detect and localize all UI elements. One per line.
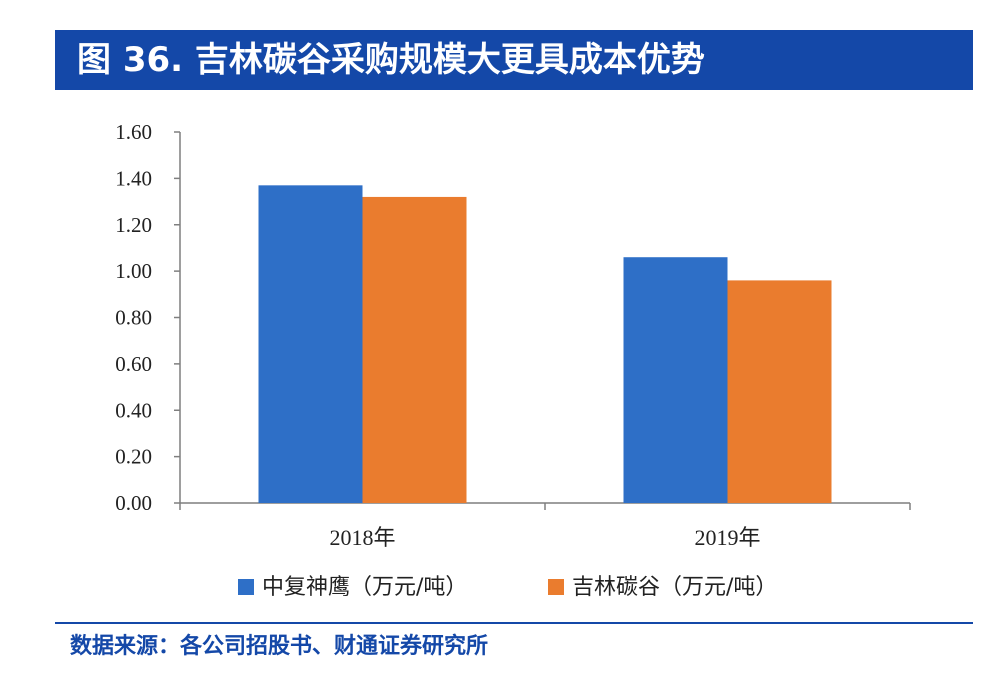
legend-label-series-2: 吉林碳谷（万元/吨） bbox=[572, 575, 778, 600]
legend-item-series-1: 中复神鹰（万元/吨） bbox=[238, 568, 467, 608]
source-note: 数据来源：各公司招股书、财通证券研究所 bbox=[70, 634, 489, 659]
legend-label-series-1: 中复神鹰（万元/吨） bbox=[262, 575, 468, 600]
title-bar: 图 36. 吉林碳谷采购规模大更具成本优势 bbox=[55, 30, 973, 90]
legend-swatch-series-1 bbox=[238, 579, 254, 595]
bar-1-1 bbox=[258, 185, 363, 504]
legend-swatch-series-2 bbox=[548, 579, 564, 595]
y-tick-label: 0.80 bbox=[115, 306, 152, 330]
chart-legend: 中复神鹰（万元/吨） 吉林碳谷（万元/吨） bbox=[0, 568, 1000, 608]
y-tick-label: 1.00 bbox=[115, 259, 152, 283]
bar-2-2 bbox=[727, 280, 832, 503]
y-tick-label: 1.60 bbox=[115, 120, 152, 144]
x-tick-label: 2019年 bbox=[694, 525, 760, 550]
y-tick-label: 0.60 bbox=[115, 352, 152, 376]
bar-1-2 bbox=[623, 257, 728, 503]
y-tick-label: 1.40 bbox=[115, 166, 152, 190]
legend-item-series-2: 吉林碳谷（万元/吨） bbox=[548, 568, 777, 608]
bar-2-1 bbox=[362, 196, 467, 504]
y-tick-label: 0.40 bbox=[115, 398, 152, 422]
bar-chart: 0.00 0.20 0.40 0.60 0.80 1.00 1.20 1.40 1.60 2018… bbox=[115, 120, 911, 550]
y-tick-label: 0.00 bbox=[115, 491, 152, 515]
source-divider bbox=[55, 622, 973, 624]
chart-title: 图 36. 吉林碳谷采购规模大更具成本优势 bbox=[77, 40, 705, 80]
x-tick-label: 2018年 bbox=[329, 525, 395, 550]
y-tick-label: 1.20 bbox=[115, 213, 152, 237]
y-tick-label: 0.20 bbox=[115, 445, 152, 469]
